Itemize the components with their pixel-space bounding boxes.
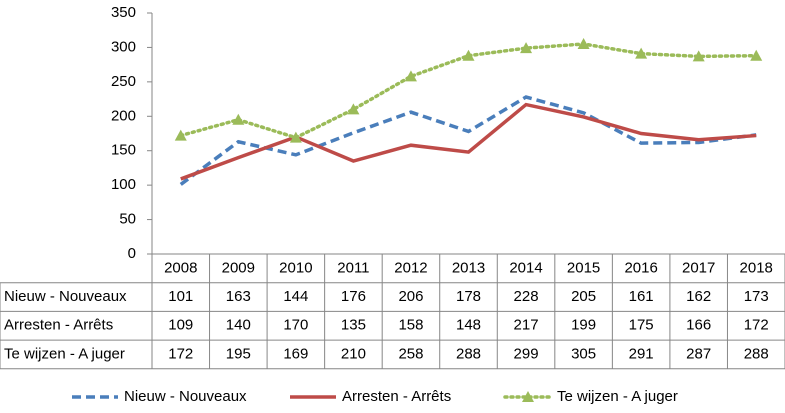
table-cell: 288 [744, 345, 769, 362]
table-cell: 175 [629, 317, 654, 334]
table-cell: 178 [456, 288, 481, 305]
table-cell: 173 [744, 288, 769, 305]
table-cell: 288 [456, 345, 481, 362]
table-cell: 162 [686, 288, 711, 305]
y-tick-label: 150 [111, 142, 136, 159]
table-cell: 258 [398, 345, 423, 362]
x-tick-label: 2015 [567, 259, 600, 276]
table-cell: 199 [571, 317, 596, 334]
table-cell: 161 [629, 288, 654, 305]
table-cell: 172 [168, 345, 193, 362]
table-cell: 158 [398, 317, 423, 334]
table-cell: 228 [514, 288, 539, 305]
table-cell: 176 [341, 288, 366, 305]
table-cell: 210 [341, 345, 366, 362]
table-cell: 109 [168, 317, 193, 334]
x-tick-label: 2012 [394, 259, 427, 276]
table-cell: 135 [341, 317, 366, 334]
table-cell: 163 [226, 288, 251, 305]
marker [404, 70, 417, 82]
x-tick-label: 2018 [740, 259, 773, 276]
table-cell: 299 [514, 345, 539, 362]
x-tick-label: 2010 [279, 259, 312, 276]
table-cell: 287 [686, 345, 711, 362]
row-label: Arresten - Arrêts [4, 317, 113, 334]
legend-label: Arresten - Arrêts [342, 388, 451, 405]
marker [289, 131, 302, 143]
table-cell: 170 [283, 317, 308, 334]
legend-label: Te wijzen - A juger [557, 388, 678, 405]
y-tick-label: 350 [111, 4, 136, 21]
table-cell: 217 [514, 317, 539, 334]
marker [462, 49, 475, 61]
table-cell: 144 [283, 288, 308, 305]
y-tick-label: 50 [119, 211, 136, 228]
x-tick-label: 2013 [452, 259, 485, 276]
marker [520, 42, 533, 54]
y-tick-label: 100 [111, 176, 136, 193]
x-tick-label: 2017 [682, 259, 715, 276]
marker [232, 113, 245, 125]
y-tick-label: 0 [128, 245, 136, 262]
marker [750, 49, 763, 61]
row-label: Nieuw - Nouveaux [4, 288, 127, 305]
series-line [180, 102, 757, 181]
table-cell: 205 [571, 288, 596, 305]
x-tick-label: 2008 [164, 259, 197, 276]
x-tick-label: 2016 [624, 259, 657, 276]
table-cell: 169 [283, 345, 308, 362]
y-tick-label: 200 [111, 107, 136, 124]
table-cell: 166 [686, 317, 711, 334]
row-label: Te wijzen - A juger [4, 345, 125, 362]
table-cell: 291 [629, 345, 654, 362]
table-cell: 140 [226, 317, 251, 334]
marker [577, 37, 590, 49]
y-tick-label: 250 [111, 73, 136, 90]
marker [347, 103, 360, 115]
marker [174, 129, 187, 141]
series-line [179, 95, 757, 186]
marker [635, 47, 648, 59]
table-cell: 148 [456, 317, 481, 334]
marker [692, 50, 705, 62]
x-tick-label: 2009 [222, 259, 255, 276]
legend-label: Nieuw - Nouveaux [124, 388, 247, 405]
x-tick-label: 2014 [509, 259, 542, 276]
table-cell: 206 [398, 288, 423, 305]
legend-marker [522, 391, 534, 402]
table-cell: 172 [744, 317, 769, 334]
x-tick-label: 2011 [337, 259, 369, 276]
table-cell: 305 [571, 345, 596, 362]
table-cell: 101 [168, 288, 193, 305]
y-tick-label: 300 [111, 38, 136, 55]
table-cell: 195 [226, 345, 251, 362]
